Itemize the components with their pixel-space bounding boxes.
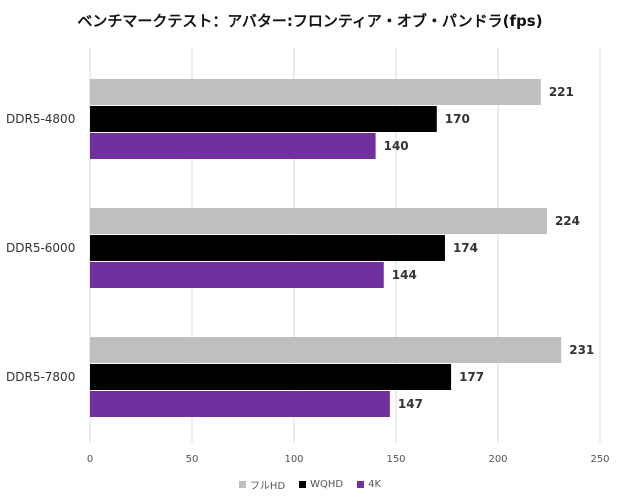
category-label: DDR5-4800 xyxy=(6,112,75,126)
legend: フルHD WQHD 4K xyxy=(0,477,620,492)
legend-label: 4K xyxy=(368,479,382,490)
legend-item-4k: 4K xyxy=(357,477,381,492)
bars xyxy=(90,79,562,417)
legend-item-wqhd: WQHD xyxy=(299,477,343,492)
legend-swatch xyxy=(357,481,365,488)
bar xyxy=(90,391,390,417)
category-label: DDR5-6000 xyxy=(6,241,75,255)
bar xyxy=(90,208,547,234)
x-tick-label: 250 xyxy=(590,454,609,465)
bar xyxy=(90,262,384,288)
bar xyxy=(90,235,445,261)
value-label: 224 xyxy=(555,214,580,228)
category-labels: DDR5-4800 DDR5-6000 DDR5-7800 xyxy=(6,112,75,384)
legend-item-fullhd: フルHD xyxy=(238,477,286,492)
category-label: DDR5-7800 xyxy=(6,370,75,384)
x-tick-label: 0 xyxy=(87,454,93,465)
value-label: 140 xyxy=(384,139,409,153)
bar xyxy=(90,364,452,390)
bar xyxy=(90,79,541,105)
x-tick-labels: 0 50 100 150 200 250 xyxy=(87,454,610,465)
legend-label: WQHD xyxy=(310,479,344,490)
bar xyxy=(90,337,562,363)
x-tick-label: 150 xyxy=(386,454,405,465)
bar xyxy=(90,106,437,132)
legend-swatch xyxy=(299,481,307,488)
chart-title: ベンチマークテスト：アバター:フロンティア・オブ・パンドラ(fps) xyxy=(77,12,543,30)
value-label: 170 xyxy=(445,112,470,126)
value-label: 147 xyxy=(398,397,423,411)
x-tick-label: 50 xyxy=(186,454,199,465)
value-label: 174 xyxy=(453,241,478,255)
value-label: 177 xyxy=(459,370,484,384)
bar xyxy=(90,133,376,159)
value-labels: 221 170 140 224 174 144 231 177 147 xyxy=(384,85,595,411)
value-label: 144 xyxy=(392,268,417,282)
value-label: 221 xyxy=(549,85,574,99)
x-tick-label: 100 xyxy=(284,454,303,465)
legend-swatch xyxy=(238,481,246,488)
value-label: 231 xyxy=(569,343,594,357)
x-tick-label: 200 xyxy=(488,454,507,465)
legend-label: フルHD xyxy=(249,481,286,492)
